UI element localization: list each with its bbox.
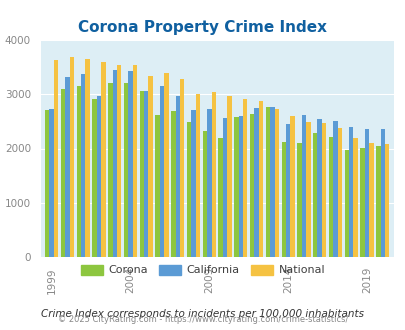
Bar	[360, 148, 364, 257]
Bar	[270, 107, 274, 257]
Bar	[155, 115, 160, 257]
Bar	[164, 73, 168, 257]
Bar	[353, 138, 357, 257]
Bar	[171, 112, 175, 257]
Bar	[301, 115, 305, 257]
Bar	[364, 129, 368, 257]
Legend: Corona, California, National: Corona, California, National	[76, 260, 329, 280]
Bar	[160, 86, 164, 257]
Bar	[384, 144, 388, 257]
Bar	[186, 122, 191, 257]
Bar	[108, 83, 112, 257]
Bar	[65, 77, 69, 257]
Text: Crime Index corresponds to incidents per 100,000 inhabitants: Crime Index corresponds to incidents per…	[41, 309, 364, 318]
Bar	[218, 138, 222, 257]
Bar	[96, 96, 101, 257]
Bar	[132, 65, 137, 257]
Bar	[49, 109, 54, 257]
Bar	[191, 110, 195, 257]
Bar	[54, 60, 58, 257]
Bar	[274, 109, 278, 257]
Bar	[337, 128, 341, 257]
Bar	[328, 137, 333, 257]
Bar	[139, 91, 144, 257]
Bar	[124, 83, 128, 257]
Bar	[290, 116, 294, 257]
Bar	[249, 114, 254, 257]
Bar	[69, 57, 74, 257]
Bar	[128, 71, 132, 257]
Bar	[202, 131, 207, 257]
Bar	[321, 123, 326, 257]
Bar	[312, 133, 317, 257]
Bar	[305, 122, 310, 257]
Bar	[285, 124, 290, 257]
Bar	[243, 99, 247, 257]
Bar	[344, 149, 348, 257]
Bar	[77, 86, 81, 257]
Bar	[238, 116, 243, 257]
Bar	[265, 107, 270, 257]
Bar	[144, 91, 148, 257]
Bar	[254, 108, 258, 257]
Bar	[234, 117, 238, 257]
Bar	[222, 118, 227, 257]
Bar	[281, 142, 285, 257]
Bar	[85, 59, 90, 257]
Bar	[211, 92, 215, 257]
Bar	[45, 110, 49, 257]
Bar	[227, 96, 231, 257]
Bar	[258, 101, 262, 257]
Bar	[296, 143, 301, 257]
Bar	[92, 99, 96, 257]
Bar	[379, 129, 384, 257]
Text: Corona Property Crime Index: Corona Property Crime Index	[78, 20, 327, 35]
Bar	[333, 121, 337, 257]
Bar	[317, 119, 321, 257]
Bar	[112, 70, 117, 257]
Bar	[61, 89, 65, 257]
Bar	[81, 75, 85, 257]
Text: © 2025 CityRating.com - https://www.cityrating.com/crime-statistics/: © 2025 CityRating.com - https://www.city…	[58, 315, 347, 324]
Bar	[179, 79, 184, 257]
Bar	[368, 143, 373, 257]
Bar	[117, 65, 121, 257]
Bar	[195, 93, 200, 257]
Bar	[175, 96, 179, 257]
Bar	[207, 109, 211, 257]
Bar	[348, 127, 353, 257]
Bar	[148, 76, 153, 257]
Bar	[375, 146, 379, 257]
Bar	[101, 62, 105, 257]
